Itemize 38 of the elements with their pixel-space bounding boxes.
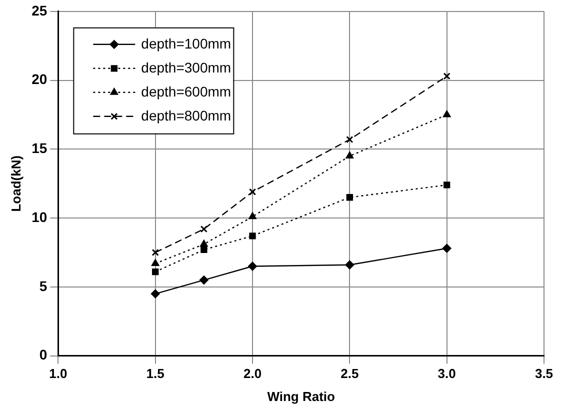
point <box>442 244 452 253</box>
y-tick-label: 10 <box>32 208 48 225</box>
point <box>152 248 159 256</box>
point <box>346 194 353 201</box>
x-tick-label: 1.0 <box>49 366 68 382</box>
y-tick-label: 5 <box>39 278 48 294</box>
legend-label: depth=100mm <box>141 35 232 52</box>
point <box>199 276 208 285</box>
point <box>443 72 450 80</box>
y-tick-label: 20 <box>32 71 48 88</box>
point <box>151 259 160 266</box>
y-axis-title: Load(kN) <box>8 155 24 212</box>
point <box>150 289 160 298</box>
legend-label: depth=600mm <box>141 83 232 100</box>
point <box>200 246 208 254</box>
y-tick-label: 25 <box>32 2 48 18</box>
x-tick-label: 3.0 <box>438 366 456 382</box>
x-tick-label: 1.5 <box>146 366 164 382</box>
x-tick-label: 3.5 <box>534 366 554 382</box>
point <box>249 232 256 240</box>
point <box>442 110 451 118</box>
x-tick-label: 2.5 <box>340 366 359 382</box>
point <box>200 240 208 247</box>
point <box>248 262 258 271</box>
point <box>444 182 450 188</box>
y-tick-label: 15 <box>32 140 48 156</box>
point <box>345 260 354 270</box>
legend-label: depth=300mm <box>141 59 232 76</box>
point <box>346 152 354 159</box>
point <box>248 212 256 220</box>
point <box>248 188 256 196</box>
x-tick-label: 2.0 <box>243 366 262 382</box>
point <box>346 136 354 144</box>
point <box>200 225 208 233</box>
point <box>152 268 159 276</box>
y-tick-label: 0 <box>39 346 48 363</box>
x-axis-title: Wing Ratio <box>267 388 336 404</box>
legend-label: depth=800mm <box>141 107 232 124</box>
